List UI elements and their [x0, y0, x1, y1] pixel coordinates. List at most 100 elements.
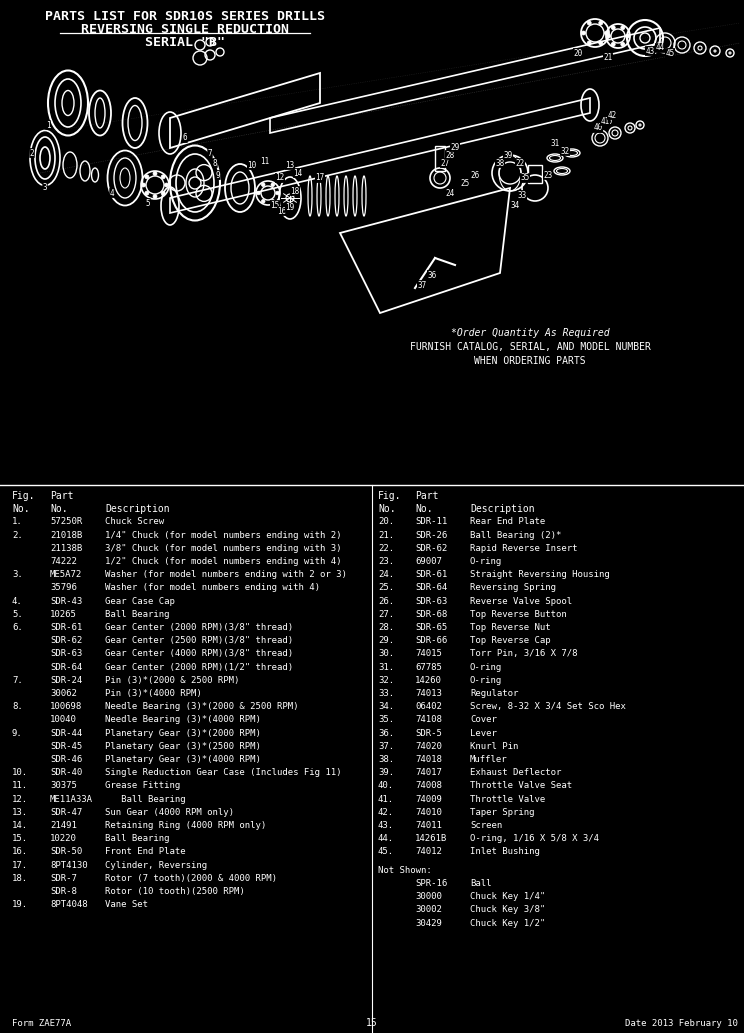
Bar: [528, 165, 542, 183]
Text: 24: 24: [446, 188, 455, 197]
Text: 7.: 7.: [12, 676, 23, 685]
Bar: [435, 146, 445, 171]
Text: SDR-46: SDR-46: [50, 755, 83, 764]
Text: *Order Quantity As Required: *Order Quantity As Required: [451, 328, 609, 338]
Text: 19.: 19.: [12, 900, 28, 909]
Circle shape: [612, 26, 615, 30]
Text: Knurl Pin: Knurl Pin: [470, 742, 519, 751]
Text: 3: 3: [42, 184, 48, 192]
Text: 74011: 74011: [415, 821, 442, 829]
Text: 18: 18: [290, 187, 300, 195]
Text: 10220: 10220: [50, 835, 77, 843]
Circle shape: [141, 183, 146, 187]
Text: 74222: 74222: [50, 557, 77, 566]
Text: ME5A72: ME5A72: [50, 570, 83, 580]
Text: 10: 10: [247, 160, 257, 169]
Text: Screw, 8-32 X 3/4 Set Sco Hex: Screw, 8-32 X 3/4 Set Sco Hex: [470, 702, 626, 711]
Text: 14260: 14260: [415, 676, 442, 685]
Text: O-ring: O-ring: [470, 662, 502, 671]
Text: Throttle Valve: Throttle Valve: [470, 794, 545, 804]
Text: 33: 33: [517, 190, 527, 199]
Text: 16: 16: [278, 207, 286, 216]
Text: 45: 45: [665, 49, 675, 58]
Text: 2.: 2.: [12, 531, 23, 539]
Text: 22.: 22.: [378, 543, 394, 553]
Text: 1.: 1.: [12, 518, 23, 527]
Text: Taper Spring: Taper Spring: [470, 808, 534, 817]
Text: 10265: 10265: [50, 609, 77, 619]
Text: Chuck Key 1/2": Chuck Key 1/2": [470, 918, 545, 928]
Text: SDR-68: SDR-68: [415, 609, 447, 619]
Text: 74018: 74018: [415, 755, 442, 764]
Text: 1/2" Chuck (for model numbers ending with 4): 1/2" Chuck (for model numbers ending wit…: [105, 557, 341, 566]
Text: SPR-16: SPR-16: [415, 879, 447, 888]
Text: Planetary Gear (3)*(2500 RPM): Planetary Gear (3)*(2500 RPM): [105, 742, 261, 751]
Text: 7: 7: [208, 149, 212, 157]
Circle shape: [145, 175, 149, 179]
Text: 57250R: 57250R: [50, 518, 83, 527]
Text: 12.: 12.: [12, 794, 28, 804]
Text: Vane Set: Vane Set: [105, 900, 148, 909]
Text: SDR-62: SDR-62: [415, 543, 447, 553]
Circle shape: [587, 21, 591, 25]
Text: Chuck Key 3/8": Chuck Key 3/8": [470, 906, 545, 914]
Text: SDR-62: SDR-62: [50, 636, 83, 646]
Text: Regulator: Regulator: [470, 689, 519, 698]
Text: 13.: 13.: [12, 808, 28, 817]
Text: 9: 9: [216, 170, 220, 180]
Text: Part: Part: [415, 491, 438, 501]
Text: SDR-61: SDR-61: [415, 570, 447, 580]
Text: 5: 5: [146, 198, 150, 208]
Text: O-ring: O-ring: [470, 676, 502, 685]
Text: Ball Bearing (2)*: Ball Bearing (2)*: [470, 531, 562, 539]
Text: 40: 40: [594, 124, 603, 132]
Text: 30: 30: [603, 117, 612, 125]
Text: 40.: 40.: [378, 781, 394, 790]
Text: 100698: 100698: [50, 702, 83, 711]
Text: 1: 1: [45, 121, 51, 129]
Text: Gear Center (4000 RPM)(3/8" thread): Gear Center (4000 RPM)(3/8" thread): [105, 650, 293, 658]
Text: 20: 20: [574, 49, 583, 58]
Text: Description: Description: [470, 504, 535, 514]
Text: Part: Part: [50, 491, 74, 501]
Text: 43: 43: [645, 46, 655, 56]
Text: 45.: 45.: [378, 847, 394, 856]
Text: 74017: 74017: [415, 769, 442, 777]
Text: 21138B: 21138B: [50, 543, 83, 553]
Text: 15: 15: [270, 200, 280, 210]
Text: Top Reverse Button: Top Reverse Button: [470, 609, 567, 619]
Text: SDR-66: SDR-66: [415, 636, 447, 646]
Text: 44: 44: [655, 43, 664, 53]
Text: Muffler: Muffler: [470, 755, 507, 764]
Text: 14: 14: [293, 168, 303, 178]
Text: PARTS LIST FOR SDR10S SERIES DRILLS: PARTS LIST FOR SDR10S SERIES DRILLS: [45, 10, 325, 23]
Circle shape: [612, 42, 615, 46]
Text: 28.: 28.: [378, 623, 394, 632]
Text: 35: 35: [520, 174, 530, 183]
Text: 32: 32: [560, 147, 570, 156]
Text: Pin (3)*(2000 & 2500 RPM): Pin (3)*(2000 & 2500 RPM): [105, 676, 240, 685]
Text: 44.: 44.: [378, 835, 394, 843]
Text: Gear Center (2500 RPM)(3/8" thread): Gear Center (2500 RPM)(3/8" thread): [105, 636, 293, 646]
Text: Fig.: Fig.: [12, 491, 36, 501]
Text: 30375: 30375: [50, 781, 77, 790]
Text: 74012: 74012: [415, 847, 442, 856]
Text: 14261B: 14261B: [415, 835, 447, 843]
Text: 27.: 27.: [378, 609, 394, 619]
Text: 3.: 3.: [12, 570, 23, 580]
Text: Lever: Lever: [470, 728, 497, 738]
Text: Gear Center (2000 RPM)(3/8" thread): Gear Center (2000 RPM)(3/8" thread): [105, 623, 293, 632]
Text: No.: No.: [378, 504, 396, 514]
Text: SDR-7: SDR-7: [50, 874, 77, 883]
Text: 6: 6: [183, 133, 187, 143]
Text: 37.: 37.: [378, 742, 394, 751]
Text: Ball: Ball: [470, 879, 492, 888]
Text: Torr Pin, 3/16 X 7/8: Torr Pin, 3/16 X 7/8: [470, 650, 577, 658]
Text: Cover: Cover: [470, 716, 497, 724]
Circle shape: [261, 199, 265, 204]
Text: 37: 37: [417, 281, 426, 289]
Text: 43.: 43.: [378, 821, 394, 829]
Text: 8PT4130: 8PT4130: [50, 860, 88, 870]
Circle shape: [604, 31, 609, 35]
Text: 33.: 33.: [378, 689, 394, 698]
